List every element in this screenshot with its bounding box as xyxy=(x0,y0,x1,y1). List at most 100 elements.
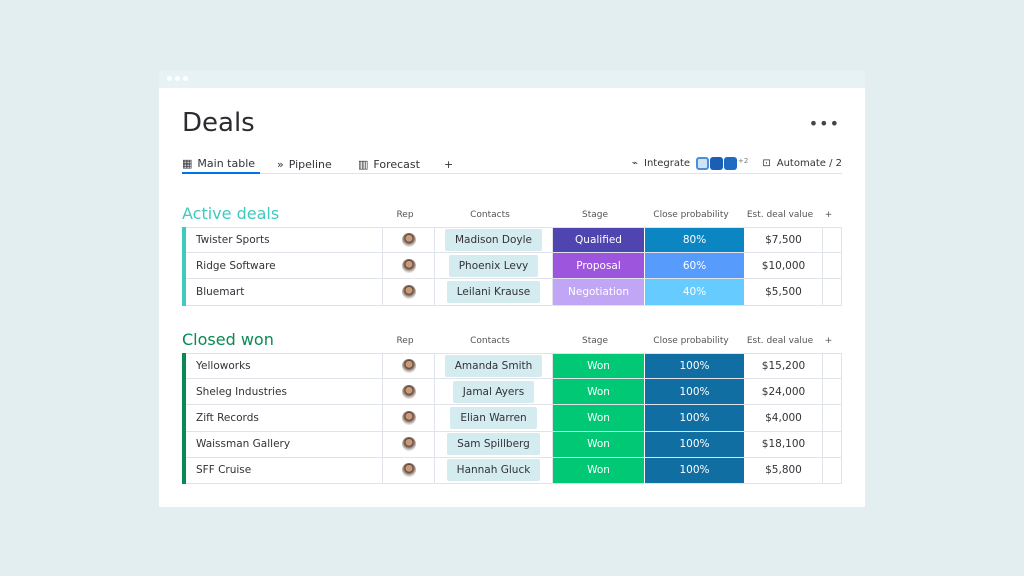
contact-chip[interactable]: Sam Spillberg xyxy=(447,433,540,456)
add-tab-button[interactable]: + xyxy=(444,157,454,171)
app-icon xyxy=(696,156,710,170)
deal-name[interactable]: Sheleg Industries xyxy=(186,379,383,405)
column-header-add[interactable]: + xyxy=(824,336,833,346)
empty-cell xyxy=(823,379,842,405)
table-row[interactable]: SFF Cruise Hannah Gluck Won 100% $5,800 xyxy=(186,457,842,484)
table-row[interactable]: Sheleg Industries Jamal Ayers Won 100% $… xyxy=(186,379,842,406)
tab-pipeline[interactable]: » Pipeline xyxy=(277,154,332,174)
rep-cell[interactable] xyxy=(383,405,435,431)
deal-name[interactable]: Waissman Gallery xyxy=(186,431,383,457)
chevrons-icon: » xyxy=(277,157,284,171)
empty-cell xyxy=(823,279,842,305)
deal-value-cell[interactable]: $5,500 xyxy=(745,279,823,305)
contact-chip[interactable]: Phoenix Levy xyxy=(448,254,539,277)
deal-name[interactable]: Yelloworks xyxy=(186,354,383,379)
contact-cell[interactable]: Sam Spillberg xyxy=(435,431,553,457)
deal-value-cell[interactable]: $4,000 xyxy=(745,405,823,431)
deal-value-cell[interactable]: $7,500 xyxy=(745,228,823,253)
contact-chip[interactable]: Amanda Smith xyxy=(444,355,543,378)
empty-cell xyxy=(823,228,842,253)
rep-cell[interactable] xyxy=(383,379,435,405)
automate-button[interactable]: Automate / 2 xyxy=(776,157,842,169)
rep-cell[interactable] xyxy=(383,279,435,305)
more-options-icon[interactable]: ••• xyxy=(808,114,840,133)
window-dot[interactable] xyxy=(175,76,180,81)
probability-cell[interactable]: 100% xyxy=(645,405,745,431)
deal-value-cell[interactable]: $10,000 xyxy=(745,253,823,279)
rep-cell[interactable] xyxy=(383,431,435,457)
stage-cell[interactable]: Negotiation xyxy=(553,279,645,305)
rep-cell[interactable] xyxy=(383,253,435,279)
probability-cell[interactable]: 40% xyxy=(645,279,745,305)
stage-cell[interactable]: Proposal xyxy=(553,253,645,279)
deal-value-cell[interactable]: $15,200 xyxy=(745,354,823,379)
tab-forecast[interactable]: ▥ Forecast xyxy=(358,154,420,174)
empty-cell xyxy=(823,354,842,379)
deal-name[interactable]: Bluemart xyxy=(186,279,383,305)
robot-icon: ⊡ xyxy=(762,157,771,169)
column-header-add[interactable]: + xyxy=(824,210,833,220)
contact-chip[interactable]: Elian Warren xyxy=(450,406,537,429)
window-dot[interactable] xyxy=(183,76,188,81)
avatar xyxy=(401,410,416,425)
avatar xyxy=(401,359,416,374)
rep-cell[interactable] xyxy=(383,457,435,483)
page-title: Deals xyxy=(182,108,255,138)
contact-cell[interactable]: Elian Warren xyxy=(435,405,553,431)
group-title: Active deals xyxy=(182,204,280,223)
contact-cell[interactable]: Jamal Ayers xyxy=(435,379,553,405)
deal-name[interactable]: Ridge Software xyxy=(186,253,383,279)
column-header-stage: Stage xyxy=(581,336,608,346)
tab-main-table[interactable]: ▦ Main table xyxy=(182,154,260,174)
contact-cell[interactable]: Phoenix Levy xyxy=(435,253,553,279)
integrations-more: +2 xyxy=(738,156,749,165)
group-title: Closed won xyxy=(182,330,274,349)
integrate-icon: ⌁ xyxy=(631,157,638,169)
stage-cell[interactable]: Won xyxy=(553,379,645,405)
probability-cell[interactable]: 100% xyxy=(645,431,745,457)
table-row[interactable]: Zift Records Elian Warren Won 100% $4,00… xyxy=(186,405,842,432)
probability-cell[interactable]: 100% xyxy=(645,379,745,405)
contact-cell[interactable]: Hannah Gluck xyxy=(435,457,553,483)
stage-cell[interactable]: Won xyxy=(553,457,645,483)
deal-value-cell[interactable]: $18,100 xyxy=(745,431,823,457)
integrate-button[interactable]: Integrate xyxy=(644,157,691,169)
deal-name[interactable]: SFF Cruise xyxy=(186,457,383,483)
stage-cell[interactable]: Won xyxy=(553,405,645,431)
deal-value-cell[interactable]: $5,800 xyxy=(745,457,823,483)
column-header-rep: Rep xyxy=(396,336,414,346)
contact-cell[interactable]: Amanda Smith xyxy=(435,354,553,379)
contact-chip[interactable]: Leilani Krause xyxy=(446,280,541,303)
table-row[interactable]: Twister Sports Madison Doyle Qualified 8… xyxy=(186,227,842,254)
contact-chip[interactable]: Jamal Ayers xyxy=(452,380,535,403)
chart-icon: ▥ xyxy=(358,157,369,171)
contact-cell[interactable]: Madison Doyle xyxy=(435,228,553,253)
avatar xyxy=(401,258,416,273)
window-dot[interactable] xyxy=(167,76,172,81)
app-icon xyxy=(724,156,738,170)
probability-cell[interactable]: 100% xyxy=(645,457,745,483)
probability-cell[interactable]: 60% xyxy=(645,253,745,279)
deal-name[interactable]: Zift Records xyxy=(186,405,383,431)
contact-chip[interactable]: Madison Doyle xyxy=(444,229,543,252)
integration-icons: +2 xyxy=(696,156,749,170)
stage-cell[interactable]: Qualified xyxy=(553,228,645,253)
probability-cell[interactable]: 100% xyxy=(645,354,745,379)
column-header-stage: Stage xyxy=(581,210,608,220)
table-row[interactable]: Bluemart Leilani Krause Negotiation 40% … xyxy=(186,279,842,306)
column-header-prob: Close probability xyxy=(653,336,729,346)
stage-cell[interactable]: Won xyxy=(553,354,645,379)
column-header-contacts: Contacts xyxy=(470,336,510,346)
table-row[interactable]: Ridge Software Phoenix Levy Proposal 60%… xyxy=(186,253,842,280)
probability-cell[interactable]: 80% xyxy=(645,228,745,253)
column-header-prob: Close probability xyxy=(653,210,729,220)
rep-cell[interactable] xyxy=(383,228,435,253)
table-row[interactable]: Waissman Gallery Sam Spillberg Won 100% … xyxy=(186,431,842,458)
deal-value-cell[interactable]: $24,000 xyxy=(745,379,823,405)
table-row[interactable]: Yelloworks Amanda Smith Won 100% $15,200 xyxy=(186,353,842,380)
deal-name[interactable]: Twister Sports xyxy=(186,228,383,253)
stage-cell[interactable]: Won xyxy=(553,431,645,457)
contact-cell[interactable]: Leilani Krause xyxy=(435,279,553,305)
rep-cell[interactable] xyxy=(383,354,435,379)
contact-chip[interactable]: Hannah Gluck xyxy=(446,459,541,482)
